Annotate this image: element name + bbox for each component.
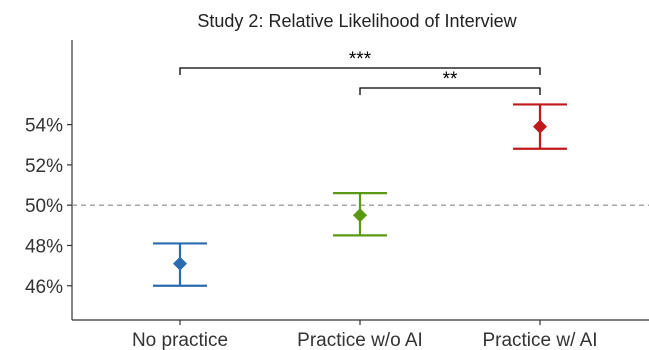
point-marker xyxy=(353,208,367,223)
y-tick-label: 48% xyxy=(25,236,63,257)
y-tick-label: 50% xyxy=(25,196,63,217)
x-tick-label: Practice w/o AI xyxy=(297,330,423,350)
point-marker xyxy=(533,119,547,134)
axes: 46% 48% 50% 52% 54% No practice Practice w/o A… xyxy=(25,40,649,350)
significance-label: ** xyxy=(443,69,458,90)
y-tick-label: 54% xyxy=(25,116,63,137)
point-marker xyxy=(173,256,187,271)
chart-title: Study 2: Relative Likelihood of Intervie… xyxy=(197,11,517,31)
significance-label: *** xyxy=(349,49,372,70)
marks-layer xyxy=(153,103,567,287)
x-tick-label: Practice w/ AI xyxy=(482,330,597,350)
significance-bracket xyxy=(359,87,541,95)
x-tick-label: No practice xyxy=(132,330,228,350)
y-tick-label: 52% xyxy=(25,156,63,177)
y-tick-label: 46% xyxy=(25,277,63,298)
significance-bracket xyxy=(179,67,541,75)
significance-layer: ***** xyxy=(179,49,541,95)
